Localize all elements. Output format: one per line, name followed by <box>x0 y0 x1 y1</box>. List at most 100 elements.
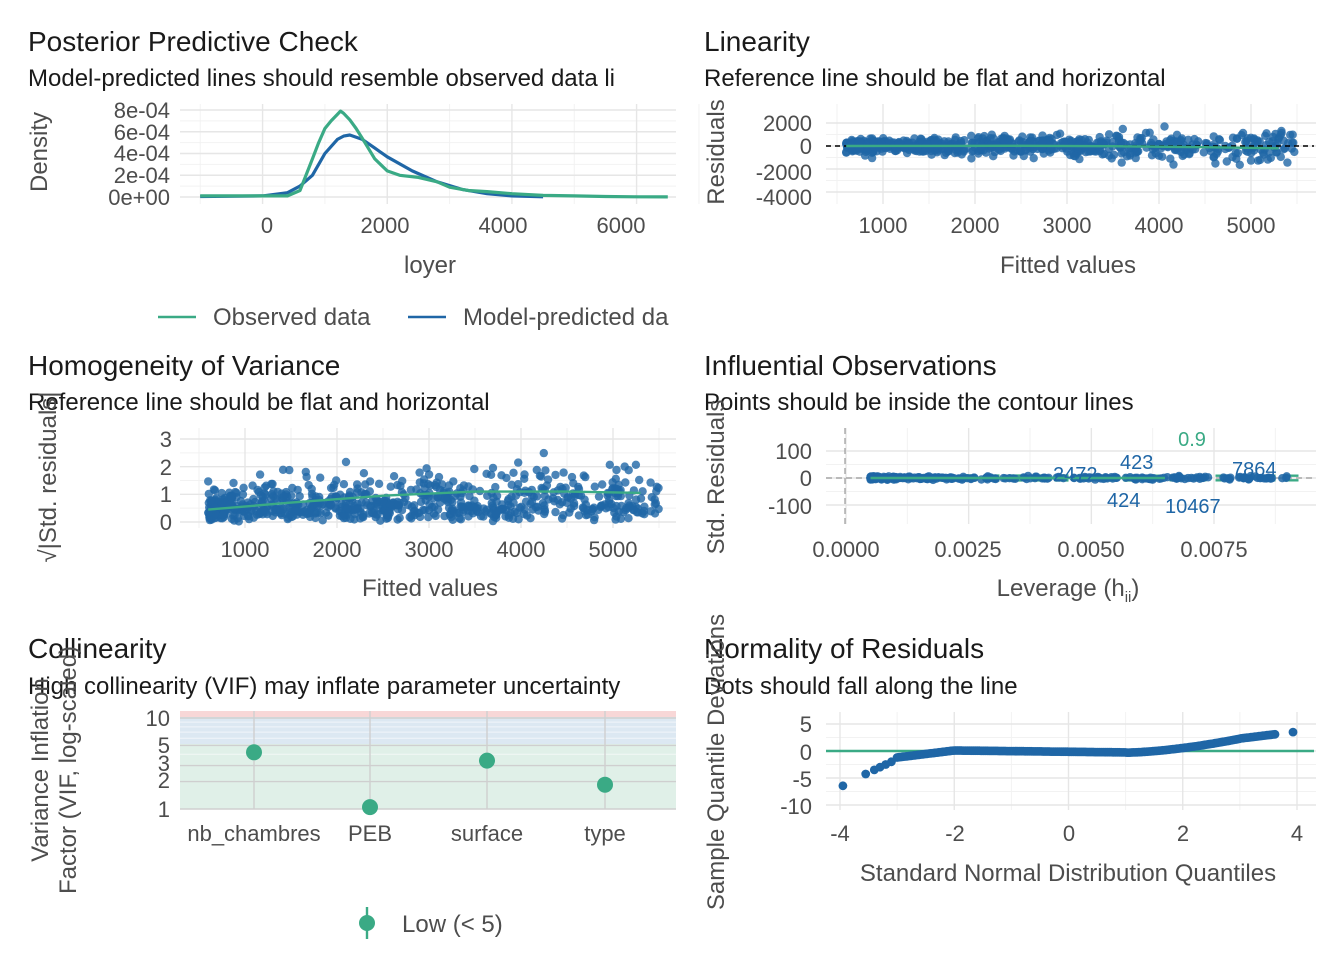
residual-point <box>894 137 904 147</box>
variance-point <box>519 509 529 519</box>
collinearity-ytick: 1 <box>158 797 170 822</box>
variance-point <box>367 508 377 517</box>
residual-point <box>1178 151 1187 161</box>
collinearity-grid <box>180 711 676 810</box>
ppc-ytick: 6e-04 <box>114 120 170 145</box>
variance-point <box>359 469 369 478</box>
legend-label-observed: Observed data <box>213 304 371 331</box>
leverage-point <box>905 472 914 481</box>
homogeneity-y-ticks: 0 1 2 3 <box>160 427 172 535</box>
residual-point <box>1242 136 1251 145</box>
residual-point <box>1209 132 1218 141</box>
ppc-legend: Observed data Model-predicted da <box>158 304 669 331</box>
leverage-point <box>1251 472 1260 481</box>
variance-point <box>232 488 241 497</box>
homogeneity-ylabel: √|Std. residuals| <box>35 391 62 562</box>
ppc-x-ticks: 0 2000 4000 6000 <box>261 213 646 238</box>
linearity-xtick: 1000 <box>859 213 908 238</box>
variance-point <box>631 495 641 504</box>
homogeneity-xtick: 5000 <box>589 537 638 562</box>
vif-point <box>362 799 378 816</box>
variance-point <box>526 514 535 523</box>
normality-x-ticks: -4 -2 0 2 4 <box>830 821 1303 846</box>
homogeneity-xtick: 1000 <box>221 537 270 562</box>
collinearity-panel: Collinearity High collinearity (VIF) may… <box>27 633 676 939</box>
variance-point <box>295 492 304 501</box>
residual-point <box>1026 133 1035 142</box>
residual-point <box>978 134 987 143</box>
ppc-xlabel: loyer <box>404 252 456 279</box>
variance-point <box>407 511 416 520</box>
collinearity-subtitle: High collinearity (VIF) may inflate para… <box>28 673 620 700</box>
ppc-xtick: 0 <box>261 213 273 238</box>
legend-label-low: Low (< 5) <box>402 911 503 938</box>
variance-point <box>440 511 449 521</box>
residual-point <box>1246 156 1256 165</box>
residual-point <box>1038 137 1047 146</box>
variance-point <box>483 491 492 500</box>
collinearity-ytick: 3 <box>158 751 170 776</box>
residual-point <box>1117 158 1126 167</box>
variance-point <box>389 472 399 481</box>
linearity-y-ticks: -4000 -2000 0 2000 <box>756 111 812 210</box>
variance-point <box>612 512 621 521</box>
linearity-smooth-line <box>846 144 1279 150</box>
collinearity-xtick: type <box>584 821 626 846</box>
variance-point <box>218 510 228 520</box>
residual-point <box>989 134 998 143</box>
variance-point <box>597 501 606 510</box>
variance-point <box>608 478 617 487</box>
linearity-ylabel: Residuals <box>703 99 730 204</box>
variance-point <box>470 496 479 505</box>
variance-point <box>332 476 341 485</box>
ppc-title: Posterior Predictive Check <box>28 26 359 57</box>
variance-point <box>288 483 297 493</box>
homogeneity-xtick: 2000 <box>313 537 362 562</box>
variance-point <box>253 485 262 495</box>
residual-point <box>995 145 1004 154</box>
residual-point <box>1084 135 1094 145</box>
residual-point <box>1052 130 1062 140</box>
influential-x-ticks: 0.0000 0.0025 0.0050 0.0075 <box>812 537 1247 562</box>
residual-point <box>1014 137 1023 146</box>
residual-point <box>960 136 969 145</box>
vif-point <box>479 752 495 769</box>
variance-point <box>424 470 434 479</box>
leverage-point <box>1267 473 1277 483</box>
variance-point <box>624 514 633 523</box>
variance-point <box>561 483 570 492</box>
variance-point <box>441 492 450 501</box>
leverage-point <box>1225 475 1234 484</box>
variance-point <box>533 502 542 511</box>
residual-point <box>1268 137 1277 146</box>
variance-point <box>316 473 325 482</box>
contour-label: 0.9 <box>1178 429 1206 451</box>
vif-moderate-band <box>180 717 676 744</box>
variance-point <box>255 470 265 479</box>
residual-point <box>1249 134 1259 143</box>
variance-point <box>273 487 282 497</box>
influential-points <box>866 471 1291 485</box>
residual-point <box>998 134 1007 144</box>
ppc-xtick: 4000 <box>479 213 528 238</box>
residual-point <box>1199 148 1209 157</box>
variance-point <box>646 478 655 487</box>
variance-point <box>559 468 568 477</box>
variance-point <box>551 470 560 480</box>
variance-point <box>229 478 238 488</box>
homogeneity-ytick: 0 <box>160 510 172 535</box>
variance-point <box>579 504 588 513</box>
residual-point <box>1107 154 1116 163</box>
variance-point <box>598 480 607 489</box>
leverage-point <box>1236 472 1245 482</box>
variance-point <box>260 496 269 506</box>
variance-point <box>339 480 349 489</box>
ppc-xtick: 6000 <box>597 213 646 238</box>
influential-point-labels: 2472 423 7864 424 10467 <box>1053 452 1277 518</box>
leverage-point <box>1174 472 1184 481</box>
normality-subtitle: Dots should fall along the line <box>704 673 1018 700</box>
normality-ytick: -10 <box>780 794 812 819</box>
variance-point <box>638 487 647 496</box>
normality-ytick: 5 <box>800 712 812 737</box>
